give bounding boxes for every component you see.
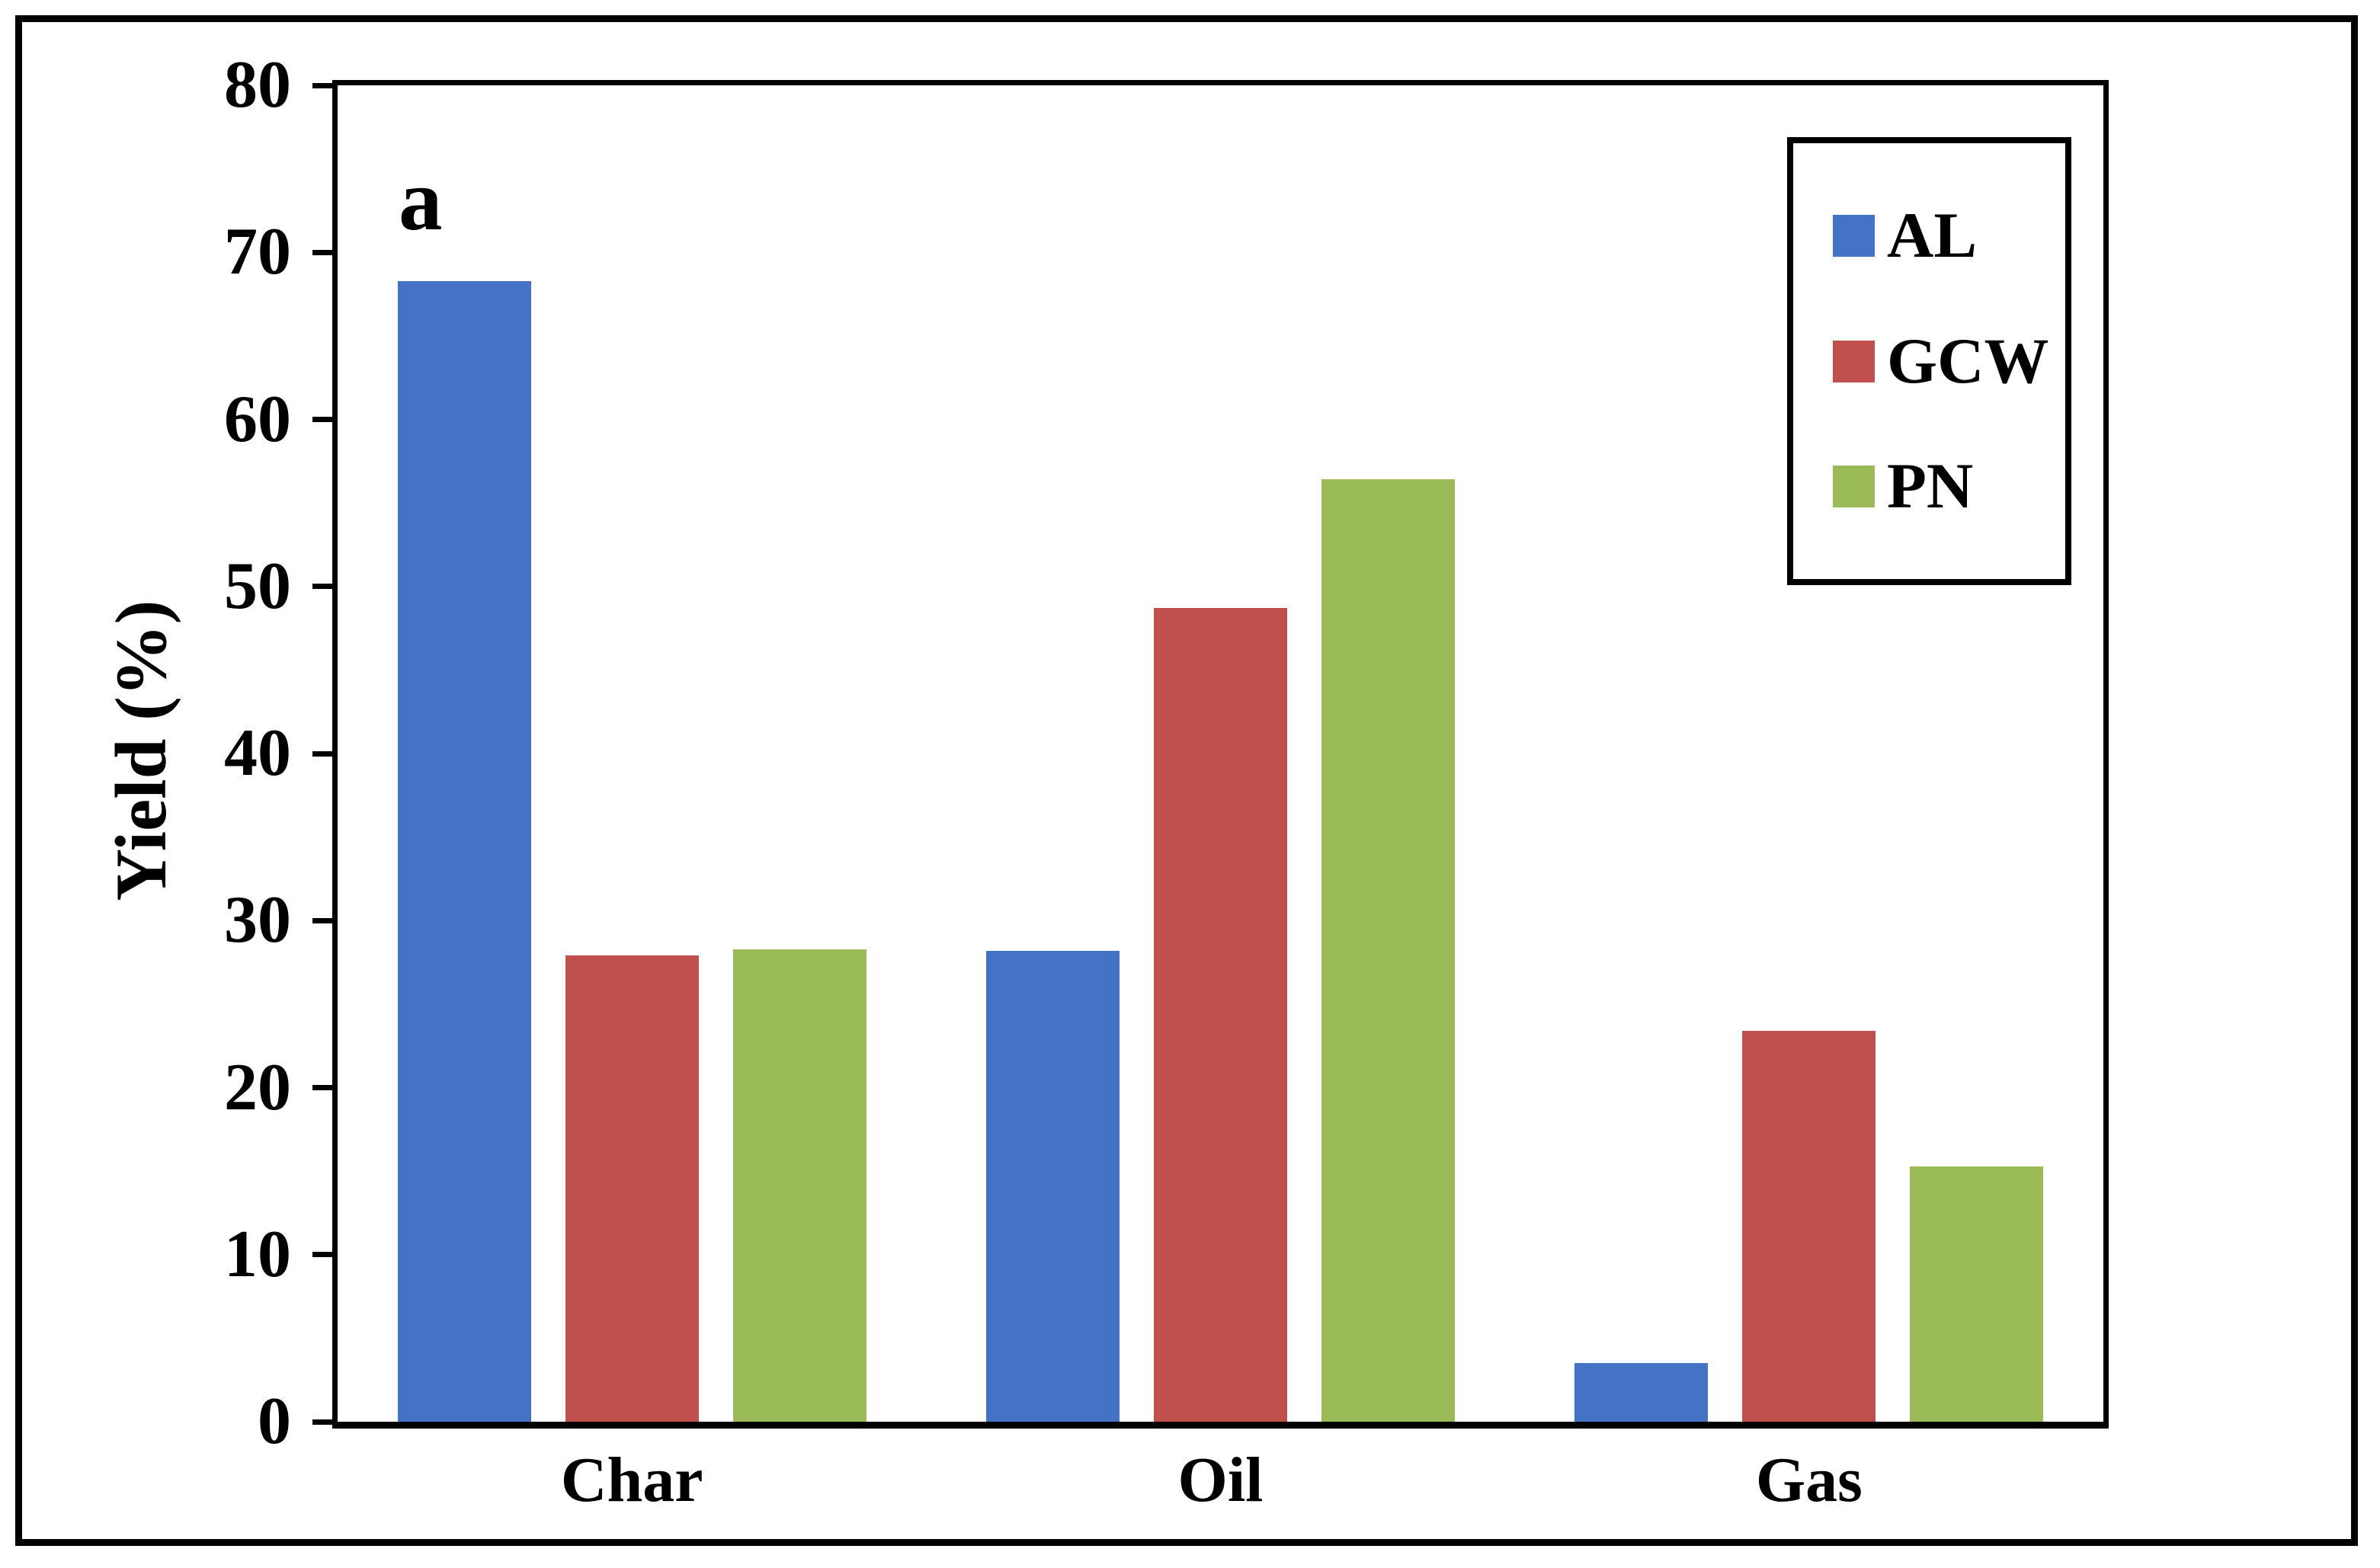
bar-char-gcw bbox=[565, 955, 699, 1422]
y-tick-label-60: 60 bbox=[224, 382, 291, 456]
x-category-label-oil: Oil bbox=[1177, 1445, 1264, 1515]
x-category-label-gas: Gas bbox=[1755, 1445, 1863, 1515]
y-tick-label-40: 40 bbox=[224, 716, 291, 790]
y-axis-tick-40 bbox=[312, 750, 332, 757]
legend-label: PN bbox=[1887, 450, 1974, 522]
bar-gas-al bbox=[1574, 1363, 1709, 1422]
bar-gas-pn bbox=[1910, 1166, 2044, 1422]
bar-oil-pn bbox=[1321, 479, 1455, 1422]
y-axis-tick-0 bbox=[312, 1419, 332, 1425]
legend-swatch-icon bbox=[1833, 465, 1875, 507]
y-axis-tick-60 bbox=[312, 417, 332, 422]
y-axis-tick-20 bbox=[312, 1085, 332, 1090]
y-tick-label-0: 0 bbox=[258, 1384, 291, 1458]
legend-item-al: AL bbox=[1833, 203, 2065, 268]
y-axis-tick-70 bbox=[312, 249, 332, 255]
y-tick-label-20: 20 bbox=[224, 1050, 291, 1125]
y-axis-title: Yield (%) bbox=[101, 600, 181, 901]
bar-gas-gcw bbox=[1742, 1030, 1876, 1422]
legend-item-gcw: GCW bbox=[1833, 325, 2065, 397]
legend-item-pn: PN bbox=[1833, 450, 2065, 522]
bar-char-al bbox=[397, 280, 531, 1422]
y-axis-tick-80 bbox=[312, 82, 332, 88]
y-tick-label-30: 30 bbox=[224, 883, 291, 958]
y-axis-tick-10 bbox=[312, 1252, 332, 1258]
panel-annotation: a bbox=[399, 152, 443, 248]
legend-swatch-icon bbox=[1833, 215, 1875, 258]
legend-label: GCW bbox=[1887, 325, 2049, 397]
y-tick-label-50: 50 bbox=[224, 549, 291, 623]
y-tick-label-70: 70 bbox=[224, 215, 291, 290]
legend: AL GCW PN bbox=[1787, 137, 2071, 585]
legend-label: AL bbox=[1887, 200, 1978, 272]
bar-oil-gcw bbox=[1154, 608, 1287, 1422]
bar-char-pn bbox=[732, 949, 866, 1422]
y-axis-tick-50 bbox=[312, 584, 332, 590]
bar-oil-al bbox=[986, 950, 1120, 1422]
legend-swatch-icon bbox=[1833, 340, 1875, 382]
y-tick-label-10: 10 bbox=[224, 1217, 291, 1291]
y-tick-label-80: 80 bbox=[224, 48, 291, 122]
x-category-label-char: Char bbox=[560, 1445, 703, 1515]
y-axis-tick-30 bbox=[312, 917, 332, 923]
